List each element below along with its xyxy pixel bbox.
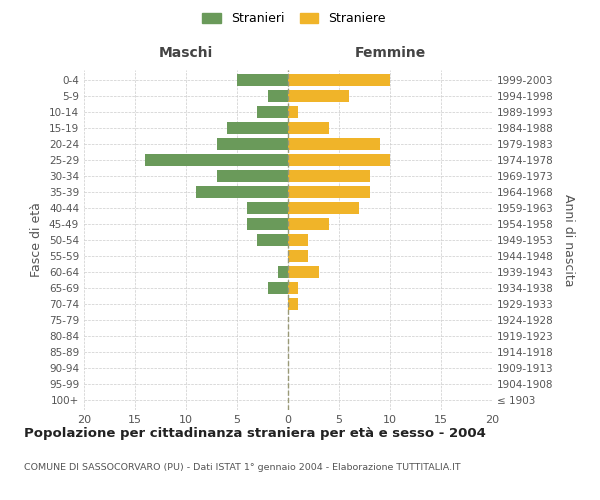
Bar	[217, 170, 288, 182]
Bar	[257, 234, 288, 246]
Bar	[288, 202, 359, 214]
Bar	[288, 282, 298, 294]
Bar	[227, 122, 288, 134]
Y-axis label: Anni di nascita: Anni di nascita	[562, 194, 575, 286]
Bar	[288, 122, 329, 134]
Bar	[288, 74, 390, 86]
Bar	[196, 186, 288, 198]
Bar	[268, 90, 288, 102]
Bar	[288, 138, 380, 150]
Bar	[288, 298, 298, 310]
Bar	[288, 90, 349, 102]
Bar	[247, 202, 288, 214]
Text: COMUNE DI SASSOCORVARO (PU) - Dati ISTAT 1° gennaio 2004 - Elaborazione TUTTITAL: COMUNE DI SASSOCORVARO (PU) - Dati ISTAT…	[24, 462, 461, 471]
Bar	[268, 282, 288, 294]
Bar	[217, 138, 288, 150]
Legend: Stranieri, Straniere: Stranieri, Straniere	[199, 8, 389, 29]
Bar	[288, 170, 370, 182]
Y-axis label: Fasce di età: Fasce di età	[31, 202, 43, 278]
Bar	[237, 74, 288, 86]
Bar	[288, 186, 370, 198]
Bar	[288, 266, 319, 278]
Text: Popolazione per cittadinanza straniera per età e sesso - 2004: Popolazione per cittadinanza straniera p…	[24, 428, 486, 440]
Bar	[288, 106, 298, 118]
Bar	[288, 250, 308, 262]
Bar	[288, 234, 308, 246]
Text: Maschi: Maschi	[159, 46, 213, 60]
Bar	[257, 106, 288, 118]
Text: Femmine: Femmine	[355, 46, 425, 60]
Bar	[247, 218, 288, 230]
Bar	[145, 154, 288, 166]
Bar	[288, 218, 329, 230]
Bar	[288, 154, 390, 166]
Bar	[278, 266, 288, 278]
